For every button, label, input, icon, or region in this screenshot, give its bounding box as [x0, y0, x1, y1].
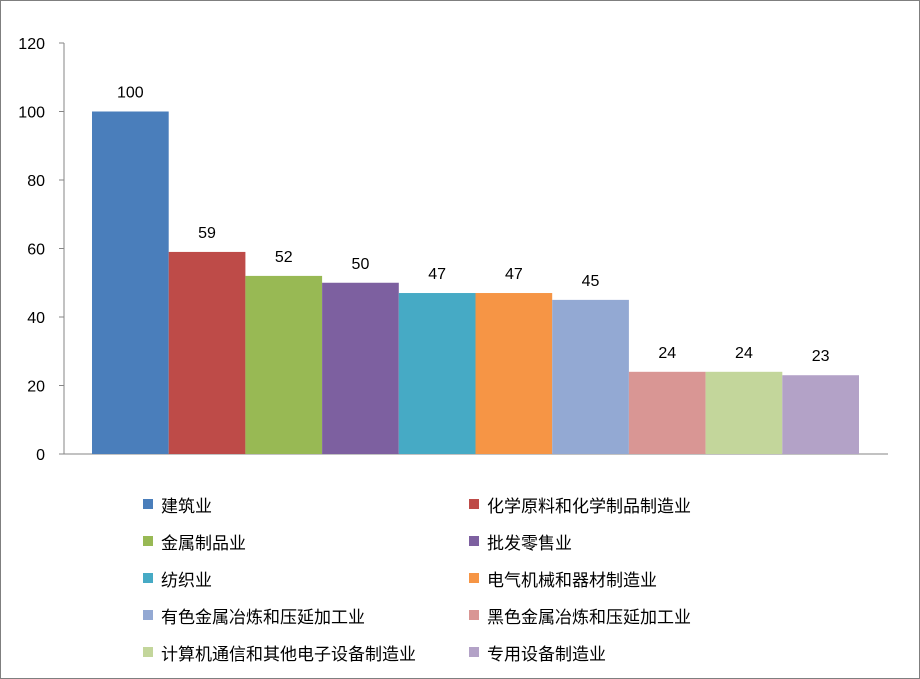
bar [552, 299, 629, 454]
legend-item: 有色金属冶炼和压延加工业 [143, 602, 365, 628]
data-label: 23 [812, 348, 830, 365]
data-label: 24 [658, 345, 676, 362]
data-label: 59 [198, 225, 216, 242]
legend-swatch [143, 536, 153, 546]
legend-swatch [469, 573, 479, 583]
y-tick-label: 20 [27, 379, 45, 396]
legend-swatch [469, 499, 479, 509]
y-tick-label: 100 [18, 105, 45, 122]
bars [92, 111, 859, 454]
legend-item: 专用设备制造业 [469, 639, 606, 665]
bar [705, 371, 783, 454]
y-tick-label: 60 [27, 242, 45, 259]
data-label: 24 [735, 345, 753, 362]
legend-item: 纺织业 [143, 565, 212, 591]
bar [628, 371, 706, 454]
y-tick-label: 0 [36, 447, 45, 464]
legend-item: 计算机通信和其他电子设备制造业 [143, 639, 416, 665]
legend-item: 化学原料和化学制品制造业 [469, 491, 691, 517]
data-label: 50 [352, 256, 370, 273]
legend-label: 专用设备制造业 [487, 644, 606, 665]
legend-item: 金属制品业 [143, 528, 246, 554]
legend-item: 批发零售业 [469, 528, 572, 554]
y-tick-label: 120 [18, 36, 45, 53]
legend-label: 纺织业 [161, 570, 212, 591]
bar [168, 251, 246, 454]
legend-label: 有色金属冶炼和压延加工业 [161, 607, 365, 628]
legend-label: 金属制品业 [161, 533, 246, 554]
legend-label: 化学原料和化学制品制造业 [487, 496, 691, 517]
legend-swatch [143, 499, 153, 509]
legend-label: 电气机械和器材制造业 [487, 570, 657, 591]
y-tick-label: 40 [27, 310, 45, 327]
data-label: 47 [505, 266, 523, 283]
legend-swatch [143, 573, 153, 583]
bar [398, 293, 476, 454]
legend-swatch [469, 536, 479, 546]
y-tick-label: 80 [27, 173, 45, 190]
legend-label: 批发零售业 [487, 533, 572, 554]
bar [782, 375, 859, 454]
legend: 建筑业 化学原料和化学制品制造业金属制品业 批发零售业纺织业 电气机械和器材制造业有色… [143, 491, 903, 671]
data-labels: 100 59 52 50 47 47 45 24 24 23 [117, 85, 830, 366]
bar [245, 275, 323, 454]
legend-swatch [143, 647, 153, 657]
bar [322, 282, 399, 454]
bar-chart: 0 20 40 60 80 100 120 100 59 52 50 47 47 45 24 24 23 [18, 36, 888, 464]
legend-label: 建筑业 [161, 496, 212, 517]
legend-label: 黑色金属冶炼和压延加工业 [487, 607, 691, 628]
data-label: 52 [275, 249, 293, 266]
data-label: 100 [117, 85, 144, 102]
data-label: 47 [428, 266, 446, 283]
legend-item: 建筑业 [143, 491, 212, 517]
data-label: 45 [582, 273, 600, 290]
legend-item: 电气机械和器材制造业 [469, 565, 657, 591]
legend-swatch [469, 610, 479, 620]
legend-swatch [469, 647, 479, 657]
bar [475, 293, 553, 454]
bar [92, 111, 169, 454]
legend-item: 黑色金属冶炼和压延加工业 [469, 602, 691, 628]
legend-label: 计算机通信和其他电子设备制造业 [161, 644, 416, 665]
legend-swatch [143, 610, 153, 620]
